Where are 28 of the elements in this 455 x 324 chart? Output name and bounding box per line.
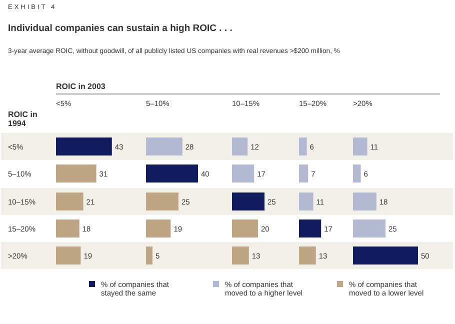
bar bbox=[56, 192, 84, 210]
bar bbox=[232, 220, 258, 238]
chart-title: Individual companies can sustain a high ROIC . . . bbox=[8, 23, 232, 34]
bar bbox=[232, 246, 249, 264]
bar bbox=[299, 164, 308, 182]
bar bbox=[146, 164, 198, 182]
bar bbox=[353, 138, 368, 156]
bar bbox=[56, 220, 80, 238]
bar bbox=[232, 138, 248, 156]
bar bbox=[353, 220, 386, 238]
bar bbox=[232, 192, 264, 210]
bar bbox=[146, 192, 178, 210]
bar bbox=[56, 164, 96, 182]
bar bbox=[146, 138, 182, 156]
bar bbox=[146, 220, 171, 238]
bar bbox=[299, 246, 316, 264]
y-axis-title: ROIC in 1994 bbox=[8, 110, 38, 128]
bar bbox=[146, 246, 152, 264]
bar bbox=[56, 138, 112, 156]
text: ROIC in 2003 bbox=[56, 82, 106, 91]
bar bbox=[299, 192, 314, 210]
bar bbox=[353, 246, 418, 264]
bar bbox=[232, 164, 254, 182]
bar bbox=[353, 192, 376, 210]
bar bbox=[56, 246, 81, 264]
bar bbox=[299, 138, 307, 156]
bar bbox=[299, 220, 322, 238]
bar bbox=[353, 164, 361, 182]
